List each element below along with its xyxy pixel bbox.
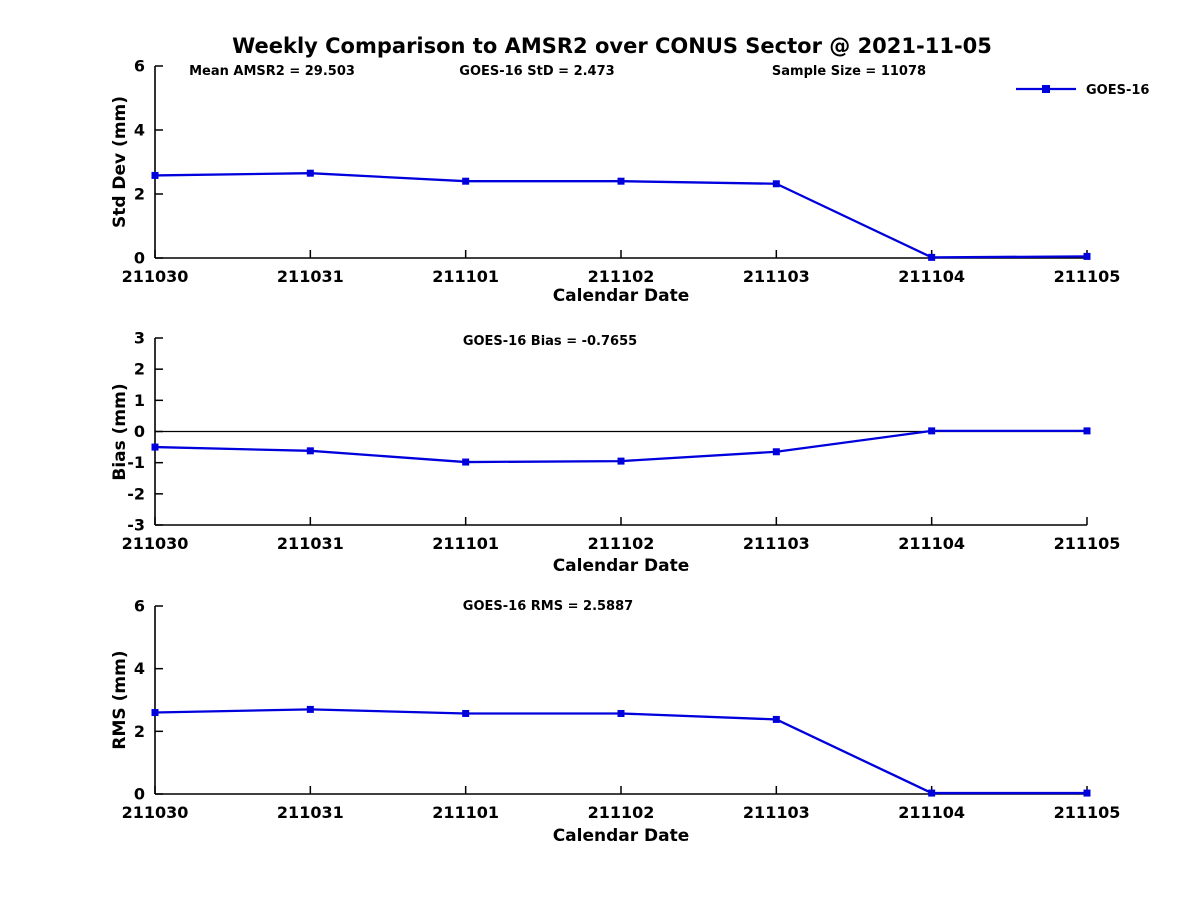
x-tick-label: 211102 (588, 534, 655, 553)
data-point-marker (1083, 427, 1091, 435)
legend-marker-icon (1042, 85, 1050, 93)
data-line (154, 708, 1087, 795)
x-tick-label: 211103 (743, 534, 810, 553)
y-tick-label: 0 (134, 785, 145, 804)
x-tick-label: 211031 (277, 534, 344, 553)
figure-title: Weekly Comparison to AMSR2 over CONUS Se… (232, 34, 992, 58)
axes-area: -3 -2 -1 0 1 2 3 211030 211031 211101 211102 211103… (122, 329, 1121, 554)
y-tick-label: -3 (127, 516, 145, 535)
y-tick-label: 2 (134, 722, 145, 741)
annotation-goes16-std: GOES-16 StD = 2.473 (459, 64, 614, 79)
subplot-rms: RMS (mm) GOES-16 RMS = 2.5887 Calendar D… (110, 597, 1120, 847)
x-tick-label: 211030 (122, 534, 189, 553)
data-point-marker (772, 715, 780, 723)
x-axis-label: Calendar Date (553, 826, 690, 846)
x-axis-label: Calendar Date (553, 556, 690, 576)
data-line (154, 172, 1088, 259)
x-tick-label: 211102 (588, 267, 655, 286)
y-tick-label: 3 (134, 329, 145, 348)
annotation-sample-size: Sample Size = 11078 (772, 64, 926, 79)
x-tick-label: 211101 (432, 803, 499, 822)
axes-area: 0 2 4 6 211030 211031 211101 211102 211103 211104… (122, 57, 1121, 287)
axes-area: 0 2 4 6 211030 211031 211101 211102 211103 211104… (122, 597, 1121, 823)
subplot-title-bias: GOES-16 Bias = -0.7655 (463, 334, 637, 349)
y-tick-label: 2 (134, 360, 145, 379)
x-tick-label: 211105 (1054, 803, 1121, 822)
y-tick-label: 2 (134, 185, 145, 204)
y-tick-label: -1 (127, 453, 145, 472)
legend-label: GOES-16 (1086, 83, 1149, 98)
data-point-marker (306, 169, 314, 177)
x-tick-label: 211101 (432, 534, 499, 553)
data-point-marker (306, 705, 314, 713)
data-point-marker (151, 171, 159, 179)
y-tick-label: 4 (134, 121, 145, 140)
x-tick-label: 211031 (277, 267, 344, 286)
y-tick-label: -2 (127, 484, 145, 503)
y-tick-label: 6 (134, 57, 145, 76)
x-tick-label: 211105 (1054, 534, 1121, 553)
y-tick-label: 0 (134, 422, 145, 441)
data-point-marker (1083, 252, 1091, 260)
y-axis-label: RMS (mm) (110, 650, 130, 749)
data-point-marker (928, 789, 936, 797)
x-axis-label: Calendar Date (553, 286, 690, 306)
data-point-marker (772, 180, 780, 188)
data-point-marker (617, 457, 625, 465)
data-line (154, 429, 1087, 464)
data-point-marker (462, 709, 470, 717)
y-axis-label: Bias (mm) (110, 383, 130, 480)
subplot-stddev: Std Dev (mm) Mean AMSR2 = 29.503 GOES-16… (110, 57, 1120, 307)
x-tick-label: 211104 (898, 267, 965, 286)
y-tick-label: 0 (134, 249, 145, 268)
data-point-marker (928, 253, 936, 261)
y-axis-label: Std Dev (mm) (110, 96, 130, 228)
data-point-marker (462, 177, 470, 185)
data-point-marker (928, 427, 936, 435)
x-tick-label: 211103 (743, 803, 810, 822)
x-tick-label: 211104 (898, 534, 965, 553)
y-tick-label: 4 (134, 659, 145, 678)
x-tick-label: 211103 (743, 267, 810, 286)
data-point-marker (617, 177, 625, 185)
y-tick-label: 6 (134, 597, 145, 616)
x-tick-label: 211105 (1054, 267, 1121, 286)
x-tick-label: 211104 (898, 803, 965, 822)
data-point-marker (462, 458, 470, 466)
annotation-mean-amsr2: Mean AMSR2 = 29.503 (189, 64, 355, 79)
x-tick-label: 211101 (432, 267, 499, 286)
x-tick-label: 211102 (588, 803, 655, 822)
subplot-title-rms: GOES-16 RMS = 2.5887 (463, 599, 633, 614)
x-tick-label: 211030 (122, 267, 189, 286)
y-tick-label: 1 (134, 391, 145, 410)
legend: GOES-16 (1016, 83, 1149, 98)
subplot-bias: Bias (mm) GOES-16 Bias = -0.7655 Calenda… (110, 329, 1120, 577)
x-tick-label: 211031 (277, 803, 344, 822)
data-point-marker (306, 447, 314, 455)
data-point-marker (151, 709, 159, 717)
data-point-marker (772, 448, 780, 456)
data-point-marker (1083, 789, 1091, 797)
data-point-marker (151, 443, 159, 451)
data-point-marker (617, 709, 625, 717)
x-tick-label: 211030 (122, 803, 189, 822)
